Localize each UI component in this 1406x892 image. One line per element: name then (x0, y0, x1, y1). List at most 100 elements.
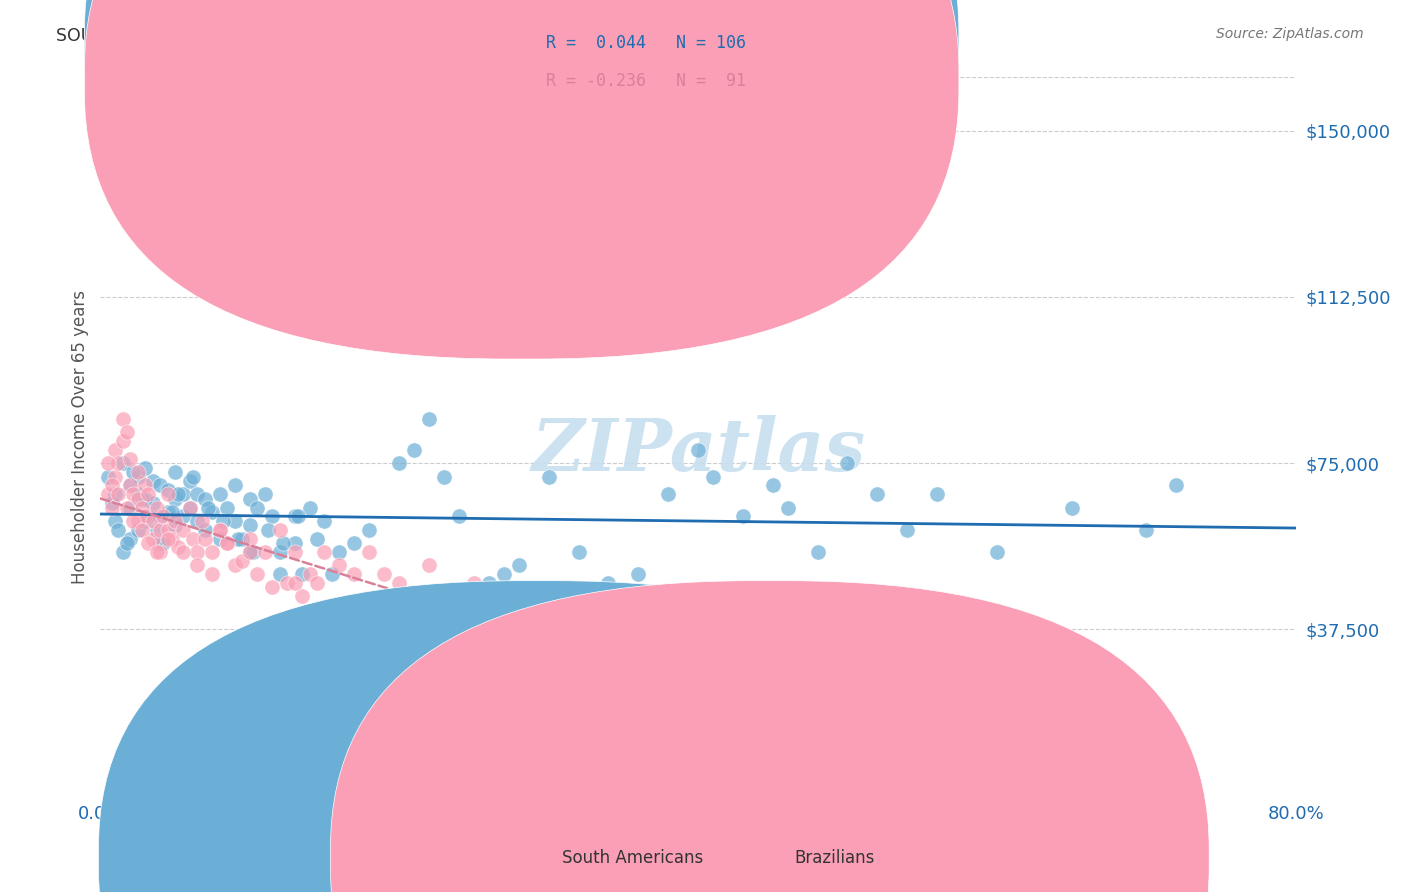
Point (359, 545, 381, 559)
Point (224, 514, 246, 528)
Point (107, 523, 129, 537)
Point (343, 536, 366, 550)
Point (404, 442, 426, 457)
Y-axis label: Householder Income Over 65 years: Householder Income Over 65 years (72, 290, 89, 583)
Point (242, 545, 264, 559)
Point (239, 545, 262, 559)
Text: R = -0.236   N =  91: R = -0.236 N = 91 (546, 71, 745, 90)
Point (97, 487, 120, 501)
Point (208, 532, 231, 546)
Point (191, 514, 214, 528)
Point (271, 536, 294, 550)
Point (388, 456, 411, 470)
Point (287, 509, 309, 524)
Point (120, 500, 142, 515)
Point (134, 460, 156, 475)
Point (492, 567, 515, 582)
Point (224, 558, 246, 573)
Point (731, 509, 754, 524)
Point (298, 567, 321, 582)
Point (269, 700, 291, 714)
Point (136, 487, 159, 501)
Point (321, 598, 343, 612)
Point (239, 491, 262, 506)
Point (612, 589, 634, 603)
Point (686, 442, 709, 457)
Point (136, 509, 159, 524)
Text: SOUTH AMERICAN VS BRAZILIAN HOUSEHOLDER INCOME OVER 65 YEARS CORRELATION CHART: SOUTH AMERICAN VS BRAZILIAN HOUSEHOLDER … (56, 27, 894, 45)
Point (134, 514, 156, 528)
Point (120, 451, 142, 466)
Point (104, 514, 127, 528)
Point (146, 545, 169, 559)
Point (127, 487, 149, 501)
Point (359, 523, 381, 537)
Point (508, 633, 530, 648)
Point (762, 478, 785, 492)
Point (165, 491, 187, 506)
Point (686, 620, 709, 634)
Point (134, 509, 156, 524)
Point (136, 536, 159, 550)
Point (523, 589, 546, 603)
Text: ZIPatlas: ZIPatlas (531, 416, 865, 486)
Point (298, 500, 321, 515)
Point (208, 523, 231, 537)
Point (146, 523, 169, 537)
Text: Source: ZipAtlas.com: Source: ZipAtlas.com (1216, 27, 1364, 41)
Point (986, 545, 1008, 559)
Point (212, 514, 235, 528)
Point (152, 536, 174, 550)
Point (239, 518, 262, 533)
Point (120, 478, 142, 492)
Point (107, 456, 129, 470)
Point (239, 532, 262, 546)
Point (208, 523, 231, 537)
Point (117, 425, 139, 439)
Point (246, 567, 269, 582)
Point (172, 523, 194, 537)
Point (508, 558, 530, 573)
Point (104, 469, 127, 483)
Point (117, 536, 139, 550)
Point (111, 545, 134, 559)
Point (120, 532, 142, 546)
Point (127, 469, 149, 483)
Point (156, 483, 179, 497)
Point (165, 518, 187, 533)
Point (149, 536, 172, 550)
Point (447, 509, 470, 524)
Point (253, 487, 276, 501)
Point (111, 412, 134, 426)
Point (612, 611, 634, 625)
Point (172, 509, 194, 524)
Point (284, 509, 307, 524)
Point (284, 576, 307, 591)
Point (134, 491, 156, 506)
Point (314, 602, 336, 616)
Point (186, 558, 208, 573)
Point (194, 523, 217, 537)
Point (165, 465, 187, 479)
Point (418, 412, 440, 426)
Point (156, 487, 179, 501)
Point (131, 500, 153, 515)
Point (269, 545, 291, 559)
Point (1135, 523, 1157, 537)
Point (127, 514, 149, 528)
Point (127, 465, 149, 479)
Point (1166, 478, 1188, 492)
Point (321, 567, 343, 582)
Point (226, 532, 249, 546)
Point (197, 500, 219, 515)
Point (433, 469, 456, 483)
Text: South Americans: South Americans (562, 849, 703, 867)
Point (167, 541, 190, 555)
Point (152, 509, 174, 524)
Point (537, 469, 560, 483)
Point (131, 491, 153, 506)
Point (478, 576, 501, 591)
Point (291, 589, 314, 603)
Point (134, 478, 156, 492)
Point (104, 487, 127, 501)
